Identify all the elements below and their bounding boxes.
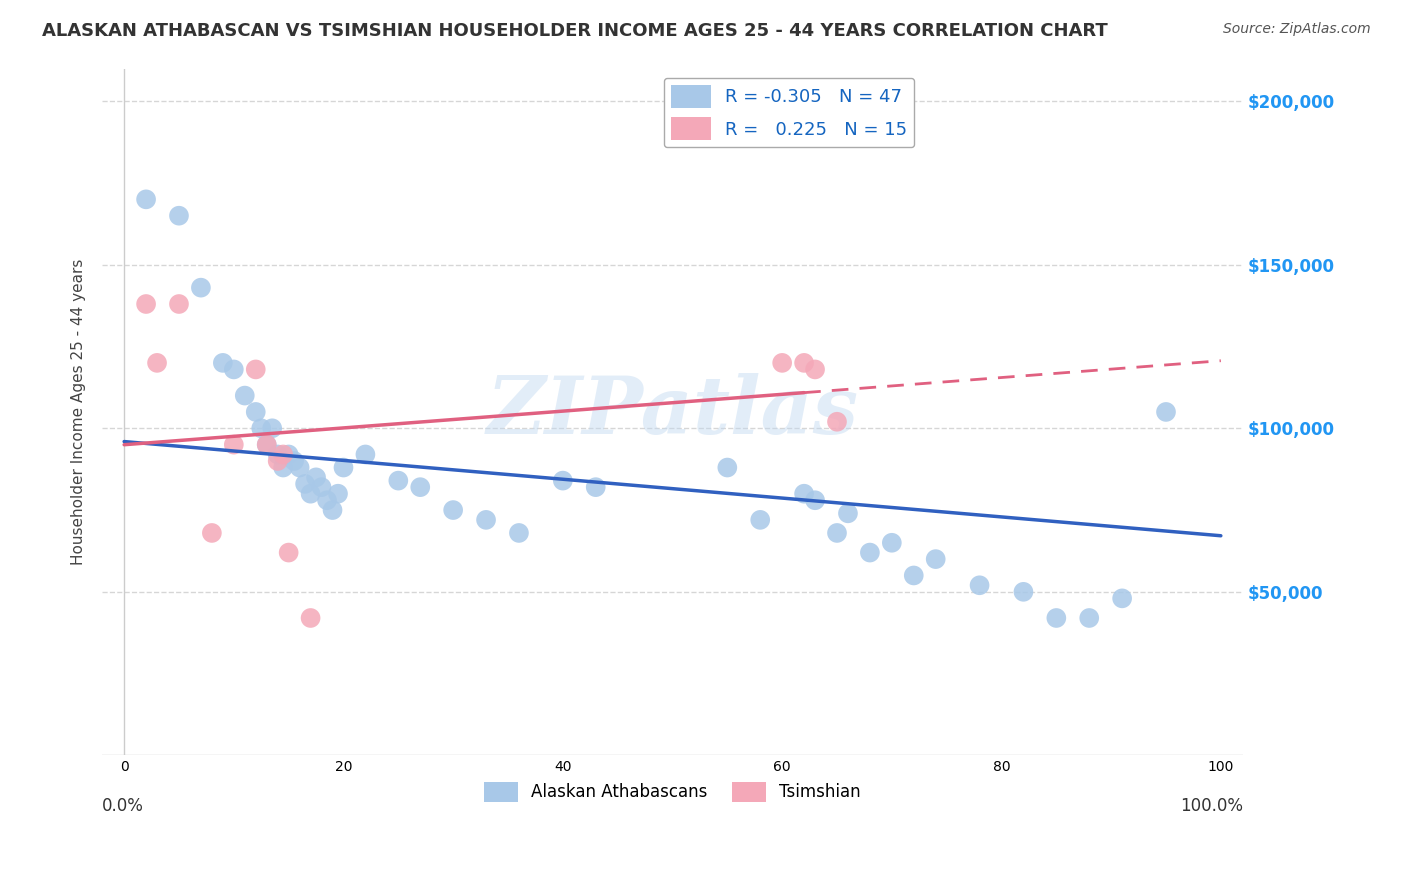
Point xyxy=(749,513,772,527)
Point xyxy=(925,552,948,566)
Point xyxy=(277,545,299,559)
Point xyxy=(299,611,322,625)
Point xyxy=(387,474,409,488)
Point xyxy=(1154,405,1177,419)
Point xyxy=(316,493,339,508)
Point xyxy=(585,480,607,494)
Point xyxy=(508,525,530,540)
Point xyxy=(222,362,245,376)
Point xyxy=(880,535,903,549)
Point xyxy=(804,493,827,508)
Point xyxy=(245,362,267,376)
Text: ZIPatlas: ZIPatlas xyxy=(486,373,859,450)
Text: ALASKAN ATHABASCAN VS TSIMSHIAN HOUSEHOLDER INCOME AGES 25 - 44 YEARS CORRELATIO: ALASKAN ATHABASCAN VS TSIMSHIAN HOUSEHOL… xyxy=(42,22,1108,40)
Point xyxy=(311,480,333,494)
Point xyxy=(475,513,498,527)
Point xyxy=(770,356,793,370)
Text: 100.0%: 100.0% xyxy=(1180,797,1243,814)
Text: Source: ZipAtlas.com: Source: ZipAtlas.com xyxy=(1223,22,1371,37)
Point xyxy=(825,525,848,540)
Point xyxy=(266,454,288,468)
Point xyxy=(222,437,245,451)
Point xyxy=(271,447,294,461)
Point xyxy=(277,447,299,461)
Point xyxy=(441,503,464,517)
Point xyxy=(793,356,815,370)
Point xyxy=(288,460,311,475)
Point xyxy=(245,405,267,419)
Point xyxy=(837,506,859,520)
Point xyxy=(294,476,316,491)
Point xyxy=(321,503,343,517)
Point xyxy=(299,486,322,500)
Point xyxy=(256,437,278,451)
Point xyxy=(793,486,815,500)
Point xyxy=(146,356,169,370)
Point xyxy=(233,388,256,402)
Point xyxy=(167,297,190,311)
Point xyxy=(1045,611,1067,625)
Point xyxy=(262,421,284,435)
Point xyxy=(859,545,882,559)
Point xyxy=(266,447,288,461)
Point xyxy=(825,415,848,429)
Point xyxy=(201,525,224,540)
Point xyxy=(1078,611,1101,625)
Point xyxy=(250,421,273,435)
Point xyxy=(135,192,157,206)
Point xyxy=(190,280,212,294)
Point xyxy=(903,568,925,582)
Point xyxy=(969,578,991,592)
Point xyxy=(804,362,827,376)
Point xyxy=(326,486,349,500)
Point xyxy=(167,209,190,223)
Point xyxy=(135,297,157,311)
Point xyxy=(256,437,278,451)
Point xyxy=(211,356,233,370)
Point xyxy=(332,460,354,475)
Point xyxy=(271,460,294,475)
Point xyxy=(551,474,574,488)
Point xyxy=(1012,584,1035,599)
Point xyxy=(305,470,328,484)
Point xyxy=(716,460,738,475)
Point xyxy=(283,454,305,468)
Legend: Alaskan Athabascans, Tsimshian: Alaskan Athabascans, Tsimshian xyxy=(478,775,868,809)
Y-axis label: Householder Income Ages 25 - 44 years: Householder Income Ages 25 - 44 years xyxy=(72,259,86,566)
Text: 0.0%: 0.0% xyxy=(103,797,143,814)
Point xyxy=(354,447,377,461)
Point xyxy=(409,480,432,494)
Point xyxy=(1111,591,1133,606)
